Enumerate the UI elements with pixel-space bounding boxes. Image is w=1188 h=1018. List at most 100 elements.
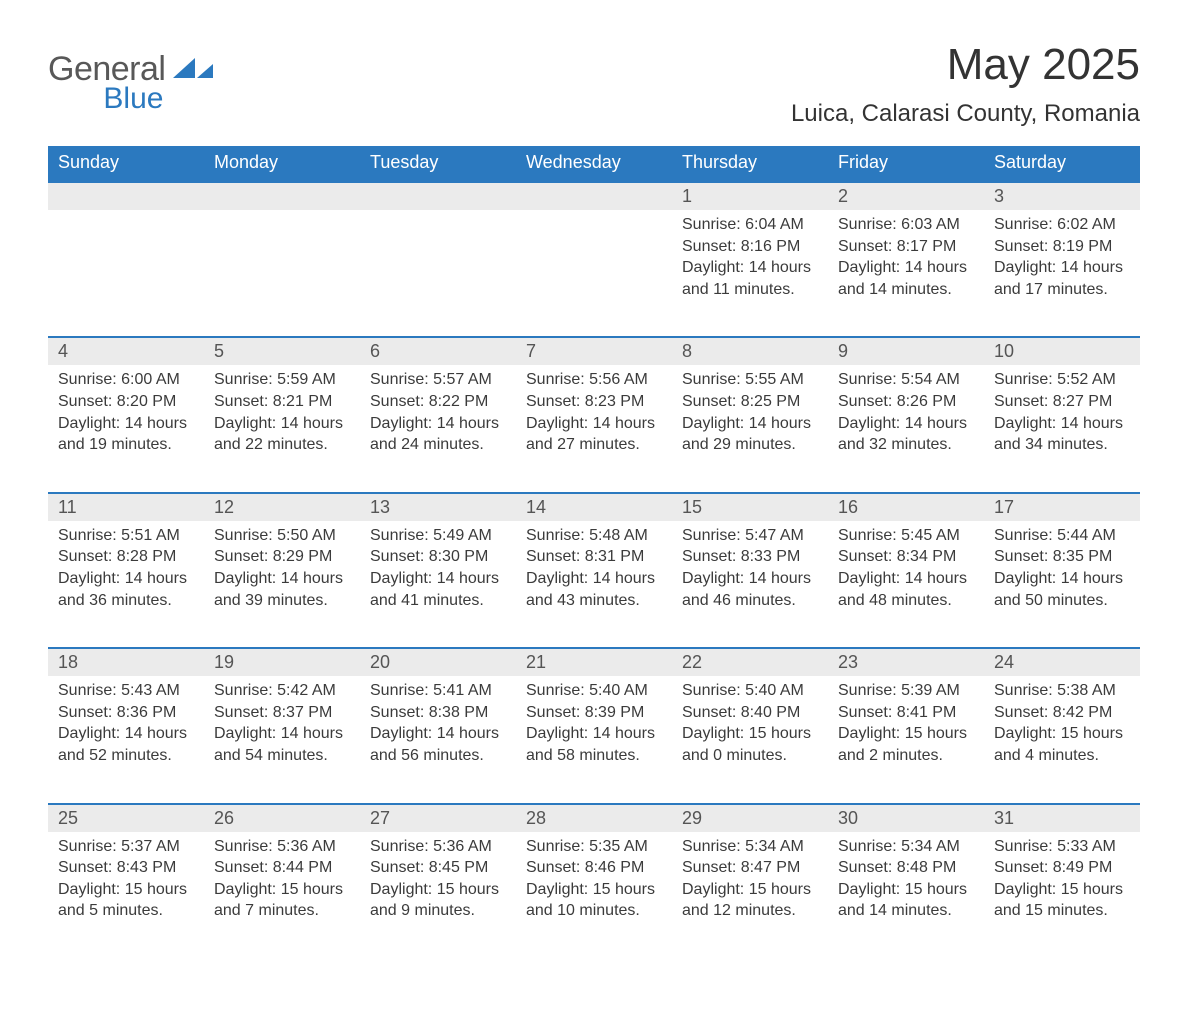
sunrise-line: Sunrise: 5:51 AM (58, 525, 194, 547)
day-cell (360, 210, 516, 336)
daylight-label: Daylight: (58, 725, 125, 742)
day-cell: Sunrise: 5:41 AMSunset: 8:38 PMDaylight:… (360, 676, 516, 802)
sunset-line: Sunset: 8:26 PM (838, 391, 974, 413)
daylight-line-2: and 34 minutes. (994, 434, 1130, 456)
sunrise-value: 6:04 AM (745, 216, 804, 233)
and-word: and (370, 747, 401, 764)
daylight-line-1: Daylight: 14 hours (526, 568, 662, 590)
daylight-label: Daylight: (214, 725, 281, 742)
sunrise-line: Sunrise: 5:59 AM (214, 369, 350, 391)
sunset-value: 8:31 PM (585, 548, 645, 565)
minutes-word: minutes. (263, 747, 328, 764)
minutes-word: minutes. (887, 902, 952, 919)
sunrise-label: Sunrise: (214, 838, 277, 855)
sunset-line: Sunset: 8:30 PM (370, 546, 506, 568)
sunrise-value: 5:43 AM (121, 682, 180, 699)
day-number: 23 (828, 649, 984, 676)
sunrise-line: Sunrise: 6:03 AM (838, 214, 974, 236)
day-cell: Sunrise: 5:36 AMSunset: 8:45 PMDaylight:… (360, 832, 516, 958)
day-cell: Sunrise: 5:48 AMSunset: 8:31 PMDaylight:… (516, 521, 672, 647)
sunrise-value: 5:47 AM (745, 527, 804, 544)
daylight-label: Daylight: (838, 259, 905, 276)
daylight-line-1: Daylight: 14 hours (994, 257, 1130, 279)
sunset-label: Sunset: (58, 548, 117, 565)
daylight-line-2: and 54 minutes. (214, 745, 350, 767)
sunset-value: 8:46 PM (585, 859, 645, 876)
sunrise-line: Sunrise: 5:45 AM (838, 525, 974, 547)
daylight-minutes: 5 (89, 902, 98, 919)
daylight-hours: 15 (125, 881, 143, 898)
sunrise-label: Sunrise: (58, 371, 121, 388)
sunrise-label: Sunrise: (994, 838, 1057, 855)
sunset-line: Sunset: 8:23 PM (526, 391, 662, 413)
minutes-word: minutes. (731, 592, 796, 609)
logo: General Blue (48, 40, 213, 116)
daylight-line-1: Daylight: 14 hours (214, 568, 350, 590)
sunset-label: Sunset: (682, 704, 741, 721)
hours-word: hours (1079, 415, 1123, 432)
minutes-word: minutes. (722, 747, 787, 764)
and-word: and (994, 747, 1025, 764)
daylight-line-1: Daylight: 14 hours (994, 568, 1130, 590)
daylight-minutes: 43 (557, 592, 575, 609)
daylight-line-1: Daylight: 15 hours (214, 879, 350, 901)
sunrise-line: Sunrise: 5:33 AM (994, 836, 1130, 858)
sunrise-value: 5:36 AM (277, 838, 336, 855)
day-of-week-header: Wednesday (516, 146, 672, 181)
daylight-line-1: Daylight: 14 hours (370, 568, 506, 590)
day-of-week-header: Tuesday (360, 146, 516, 181)
sunset-label: Sunset: (370, 859, 429, 876)
page-title: May 2025 (791, 40, 1140, 90)
day-cell: Sunrise: 6:03 AMSunset: 8:17 PMDaylight:… (828, 210, 984, 336)
sunset-line: Sunset: 8:22 PM (370, 391, 506, 413)
and-word: and (682, 902, 713, 919)
sunset-value: 8:25 PM (741, 393, 801, 410)
day-number: 15 (672, 494, 828, 521)
sunset-line: Sunset: 8:33 PM (682, 546, 818, 568)
daylight-hours: 14 (1061, 259, 1079, 276)
sunset-value: 8:43 PM (117, 859, 177, 876)
sunset-value: 8:19 PM (1053, 238, 1113, 255)
and-word: and (838, 436, 869, 453)
page-subtitle: Luica, Calarasi County, Romania (791, 100, 1140, 128)
hours-word: hours (767, 259, 811, 276)
daylight-line-2: and 14 minutes. (838, 900, 974, 922)
sunrise-value: 5:38 AM (1057, 682, 1116, 699)
sunset-label: Sunset: (370, 704, 429, 721)
daylight-label: Daylight: (682, 415, 749, 432)
daylight-label: Daylight: (838, 570, 905, 587)
sunrise-value: 5:48 AM (589, 527, 648, 544)
sunset-line: Sunset: 8:20 PM (58, 391, 194, 413)
daylight-label: Daylight: (838, 725, 905, 742)
day-cell: Sunrise: 6:00 AMSunset: 8:20 PMDaylight:… (48, 365, 204, 491)
sunset-line: Sunset: 8:19 PM (994, 236, 1130, 258)
daylight-line-2: and 29 minutes. (682, 434, 818, 456)
sunset-label: Sunset: (526, 704, 585, 721)
sunrise-line: Sunrise: 5:40 AM (682, 680, 818, 702)
day-cell: Sunrise: 5:57 AMSunset: 8:22 PMDaylight:… (360, 365, 516, 491)
daylight-label: Daylight: (58, 881, 125, 898)
day-number: 30 (828, 805, 984, 832)
sunset-line: Sunset: 8:27 PM (994, 391, 1130, 413)
daylight-line-1: Daylight: 14 hours (838, 257, 974, 279)
sunrise-line: Sunrise: 5:36 AM (214, 836, 350, 858)
minutes-word: minutes. (1043, 592, 1108, 609)
daylight-line-2: and 52 minutes. (58, 745, 194, 767)
daylight-minutes: 0 (713, 747, 722, 764)
day-cell: Sunrise: 5:51 AMSunset: 8:28 PMDaylight:… (48, 521, 204, 647)
daylight-line-1: Daylight: 15 hours (682, 879, 818, 901)
hours-word: hours (143, 881, 187, 898)
sunrise-label: Sunrise: (526, 371, 589, 388)
day-cell: Sunrise: 5:36 AMSunset: 8:44 PMDaylight:… (204, 832, 360, 958)
daylight-label: Daylight: (838, 881, 905, 898)
hours-word: hours (143, 725, 187, 742)
daylight-minutes: 15 (1025, 902, 1043, 919)
minutes-word: minutes. (98, 902, 163, 919)
sunset-value: 8:47 PM (741, 859, 801, 876)
daylight-line-1: Daylight: 15 hours (370, 879, 506, 901)
daylight-label: Daylight: (838, 415, 905, 432)
daylight-line-1: Daylight: 15 hours (58, 879, 194, 901)
sunrise-value: 5:49 AM (433, 527, 492, 544)
sunset-value: 8:22 PM (429, 393, 489, 410)
day-of-week-header: Monday (204, 146, 360, 181)
